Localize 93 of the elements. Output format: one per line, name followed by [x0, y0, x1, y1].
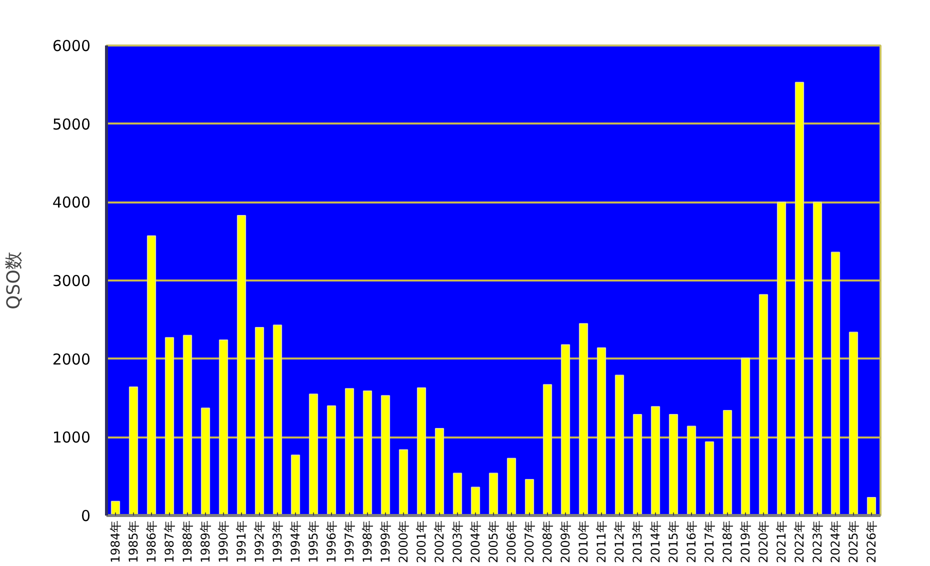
y-tick-label: 0: [80, 507, 91, 525]
bar: [542, 384, 552, 516]
bar: [776, 202, 786, 516]
x-tick-label: 2024年: [828, 520, 842, 564]
x-tick-label: 1990年: [216, 520, 230, 564]
bar: [272, 324, 282, 516]
bar: [470, 486, 480, 516]
bar: [596, 347, 606, 516]
bar: [812, 202, 822, 516]
bar: [866, 496, 876, 516]
x-tick-label: 2005年: [486, 520, 500, 564]
bar: [290, 454, 300, 516]
x-tick-label: 2012年: [612, 520, 626, 564]
x-tick-label: 2002年: [432, 520, 446, 564]
bar: [848, 332, 858, 516]
x-tick-label: 2022年: [792, 520, 806, 564]
y-axis-title: QSO数: [3, 252, 24, 310]
bar: [128, 386, 138, 516]
x-tick-label: 1999年: [378, 520, 392, 564]
y-tick-label: 4000: [52, 194, 91, 212]
y-tick-label: 3000: [52, 272, 91, 290]
bar: [758, 294, 768, 516]
x-tick-label: 1991年: [234, 520, 248, 564]
x-tick-label: 2003年: [450, 520, 464, 564]
bar: [200, 408, 210, 516]
x-tick-label: 1996年: [324, 520, 338, 564]
bar: [398, 449, 408, 516]
bar: [434, 428, 444, 516]
x-tick-label: 2017年: [702, 520, 716, 564]
bar: [524, 478, 534, 516]
x-tick-label: 2000年: [396, 520, 410, 564]
bar: [668, 414, 678, 516]
x-tick-label: 2019年: [738, 520, 752, 564]
y-tick-label: 5000: [52, 115, 91, 134]
x-tick-label: 2014年: [648, 520, 662, 564]
bar: [308, 394, 318, 516]
x-tick-label: 1998年: [360, 520, 374, 564]
x-tick-label: 2011年: [594, 520, 608, 564]
x-tick-label: 1993年: [270, 520, 284, 564]
x-tick-label: 2007年: [522, 520, 536, 564]
bar: [254, 327, 264, 516]
bar: [164, 337, 174, 516]
x-tick-label: 1988年: [180, 520, 194, 564]
x-tick-label: 2021年: [774, 520, 788, 564]
x-tick-label: 1986年: [144, 520, 158, 564]
bar: [794, 82, 804, 516]
x-tick-label: 1984年: [108, 520, 122, 564]
bar: [830, 252, 840, 516]
bar: [344, 388, 354, 516]
x-tick-label: 1997年: [342, 520, 356, 564]
bar: [704, 441, 714, 516]
x-tick-label: 2008年: [540, 520, 554, 564]
x-tick-label: 2015年: [666, 520, 680, 564]
x-tick-label: 1985年: [126, 520, 140, 564]
x-tick-label: 2001年: [414, 520, 428, 564]
bar: [740, 358, 750, 516]
x-tick-label: 2016年: [684, 520, 698, 564]
bar: [560, 344, 570, 516]
bar: [506, 458, 516, 516]
x-tick-label: 2010年: [576, 520, 590, 564]
x-tick-label: 1995年: [306, 520, 320, 564]
x-tick-label: 2009年: [558, 520, 572, 564]
bar: [146, 235, 156, 516]
x-tick-label: 1989年: [198, 520, 212, 564]
x-tick-label: 2004年: [468, 520, 482, 564]
bar: [182, 334, 192, 516]
bar: [650, 406, 660, 516]
x-tick-label: 1987年: [162, 520, 176, 564]
y-tick-label: 6000: [52, 37, 91, 55]
y-tick-label: 1000: [52, 428, 91, 447]
x-tick-label: 2018年: [720, 520, 734, 564]
bar: [632, 414, 642, 516]
x-tick-label: 2023年: [810, 520, 824, 564]
bar: [218, 340, 228, 516]
x-tick-label: 2026年: [864, 520, 878, 564]
x-tick-label: 2025年: [846, 520, 860, 564]
bar: [236, 214, 246, 516]
bar: [686, 426, 696, 516]
bar: [452, 472, 462, 516]
y-tick-label: 2000: [52, 350, 91, 368]
bar: [380, 395, 390, 516]
bar: [416, 387, 426, 516]
bar: [722, 410, 732, 516]
bar: [614, 374, 624, 516]
x-tick-label: 2006年: [504, 520, 518, 564]
x-tick-label: 2020年: [756, 520, 770, 564]
bar: [362, 390, 372, 516]
x-tick-label: 1994年: [288, 520, 302, 564]
bar: [488, 472, 498, 516]
x-tick-label: 2013年: [630, 520, 644, 564]
bar: [578, 323, 588, 516]
bar: [326, 405, 336, 516]
x-tick-label: 1992年: [252, 520, 266, 564]
